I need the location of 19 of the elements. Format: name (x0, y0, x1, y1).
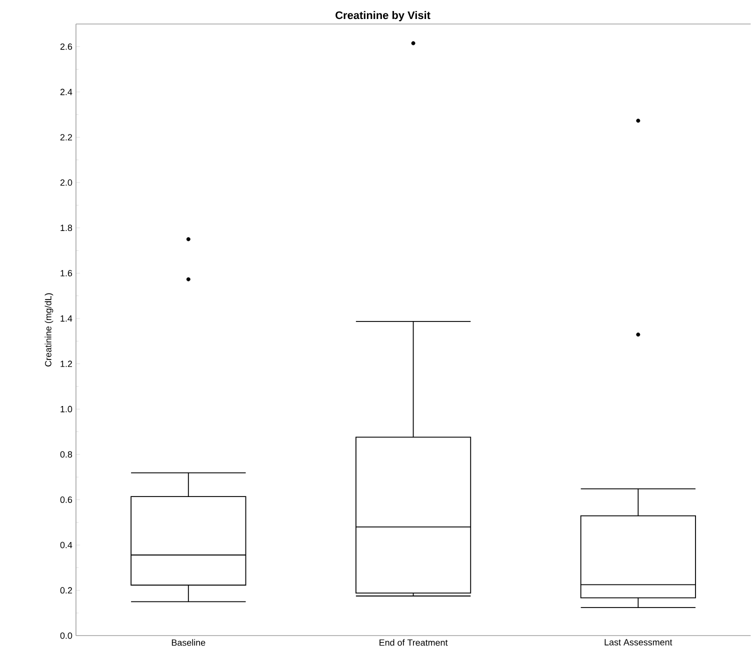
y-tick-label: 1.4 (60, 316, 72, 322)
chart-title: Creatinine by Visit (336, 11, 430, 22)
x-tick-label: Baseline (172, 639, 206, 646)
x-tick-label: Last Assessment (604, 639, 672, 646)
y-tick-label: 0.4 (60, 542, 72, 548)
y-tick-label: 2.2 (60, 134, 72, 141)
y-tick-label: 0.2 (60, 587, 72, 594)
y-tick-label: 1.8 (60, 224, 72, 232)
y-tick-label: 0.8 (60, 451, 72, 458)
y-tick-label: 2.6 (60, 44, 72, 50)
x-tick-label: End of Treatment (380, 639, 448, 646)
y-tick-label: 0.0 (60, 632, 72, 639)
y-tick-label: 1.2 (60, 360, 72, 368)
y-axis-title: Creatinine (mg/dL) (44, 293, 54, 367)
y-tick-label: 1.6 (60, 270, 72, 277)
y-tick-label: 2.4 (60, 88, 72, 96)
y-tick-label: 2.0 (60, 180, 72, 186)
y-tick-label: 1.0 (60, 406, 72, 412)
y-tick-label: 0.6 (60, 496, 72, 504)
